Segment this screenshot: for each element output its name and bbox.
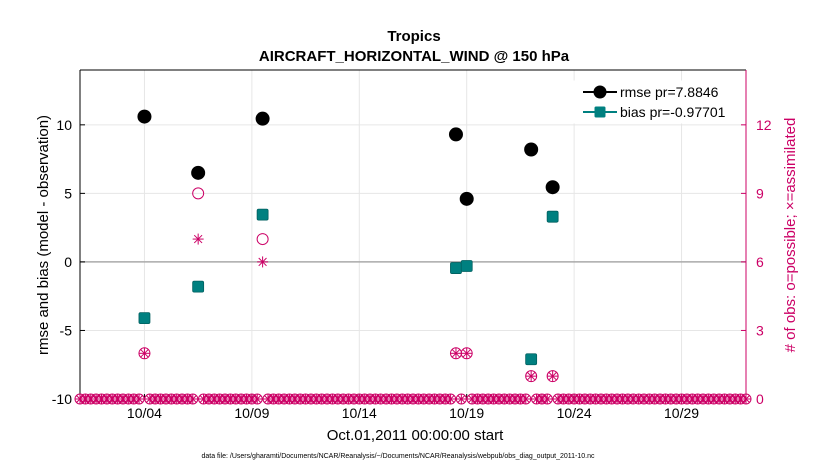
obs-assimilated-point <box>257 256 269 268</box>
y2-tick-label: 3 <box>756 322 764 338</box>
obs-possible-point <box>192 187 205 200</box>
rmse-point <box>448 127 463 142</box>
legend-bias-marker <box>594 106 606 118</box>
zero-obs-assimilated-point <box>741 394 751 404</box>
zero-obs-assimilated-point <box>252 394 263 404</box>
obs-assimilated-point <box>461 347 473 359</box>
y-tick-label: 5 <box>64 185 72 201</box>
y-tick-label: 0 <box>64 254 72 270</box>
rmse-point <box>545 180 560 195</box>
rmse-point <box>191 165 206 180</box>
zero-obs-assimilated-point <box>542 394 553 404</box>
rmse-point <box>255 111 270 126</box>
bias-point <box>138 312 151 325</box>
y2-axis-label: # of obs: o=possible; ×=assimilated <box>782 118 799 353</box>
y-axis-label: rmse and bias (model - observation) <box>35 115 52 355</box>
bias-point <box>460 260 473 272</box>
obs-assimilated-point <box>450 347 462 359</box>
zero-obs-assimilated-point <box>187 394 198 404</box>
data-marks <box>74 109 752 405</box>
x-tick-label: 10/24 <box>557 405 592 421</box>
rmse-point <box>137 109 152 124</box>
rmse-point <box>459 191 474 206</box>
legend-bias-label: bias pr=-0.97701 <box>620 104 726 120</box>
zero-obs-assimilated-point <box>456 394 467 404</box>
y-tick-label: 10 <box>56 117 72 133</box>
bias-point <box>256 208 269 221</box>
zero-obs-assimilated-point <box>134 394 145 404</box>
obs-assimilated-point <box>192 233 204 245</box>
obs-assimilated-point <box>547 370 559 382</box>
obs-assimilated-point <box>525 370 537 382</box>
y-tick-label: -10 <box>52 391 72 407</box>
obs-assimilated-point <box>138 347 150 359</box>
x-tick-label: 10/09 <box>234 405 269 421</box>
y2-tick-label: 12 <box>756 117 772 133</box>
chart-title: Tropics <box>387 28 440 45</box>
bias-point <box>450 262 462 274</box>
legend-rmse-marker <box>593 85 607 99</box>
x-tick-label: 10/14 <box>342 405 377 421</box>
bias-point <box>546 210 559 223</box>
chart-subtitle: AIRCRAFT_HORIZONTAL_WIND @ 150 hPa <box>259 48 570 65</box>
x-tick-label: 10/29 <box>664 405 699 421</box>
y2-tick-label: 6 <box>756 254 764 270</box>
obs-possible-point <box>256 233 269 246</box>
zero-obs-assimilated-point <box>445 394 456 404</box>
y2-tick-label: 9 <box>756 185 764 201</box>
x-tick-label: 10/04 <box>127 405 162 421</box>
data-file-note: data file: /Users/gharamti/Documents/NCA… <box>201 453 595 460</box>
legend: rmse pr=7.8846 bias pr=-0.97701 <box>573 80 745 124</box>
bias-point <box>192 280 205 293</box>
legend-rmse-label: rmse pr=7.8846 <box>620 84 719 100</box>
zero-obs-assimilated-point <box>520 394 531 404</box>
rmse-point <box>524 142 539 157</box>
y-tick-label: -5 <box>60 322 73 338</box>
bias-point <box>525 353 538 366</box>
y2-tick-label: 0 <box>756 391 764 407</box>
x-tick-label: 10/19 <box>449 405 484 421</box>
x-axis-label: Oct.01,2011 00:00:00 start <box>327 427 504 444</box>
